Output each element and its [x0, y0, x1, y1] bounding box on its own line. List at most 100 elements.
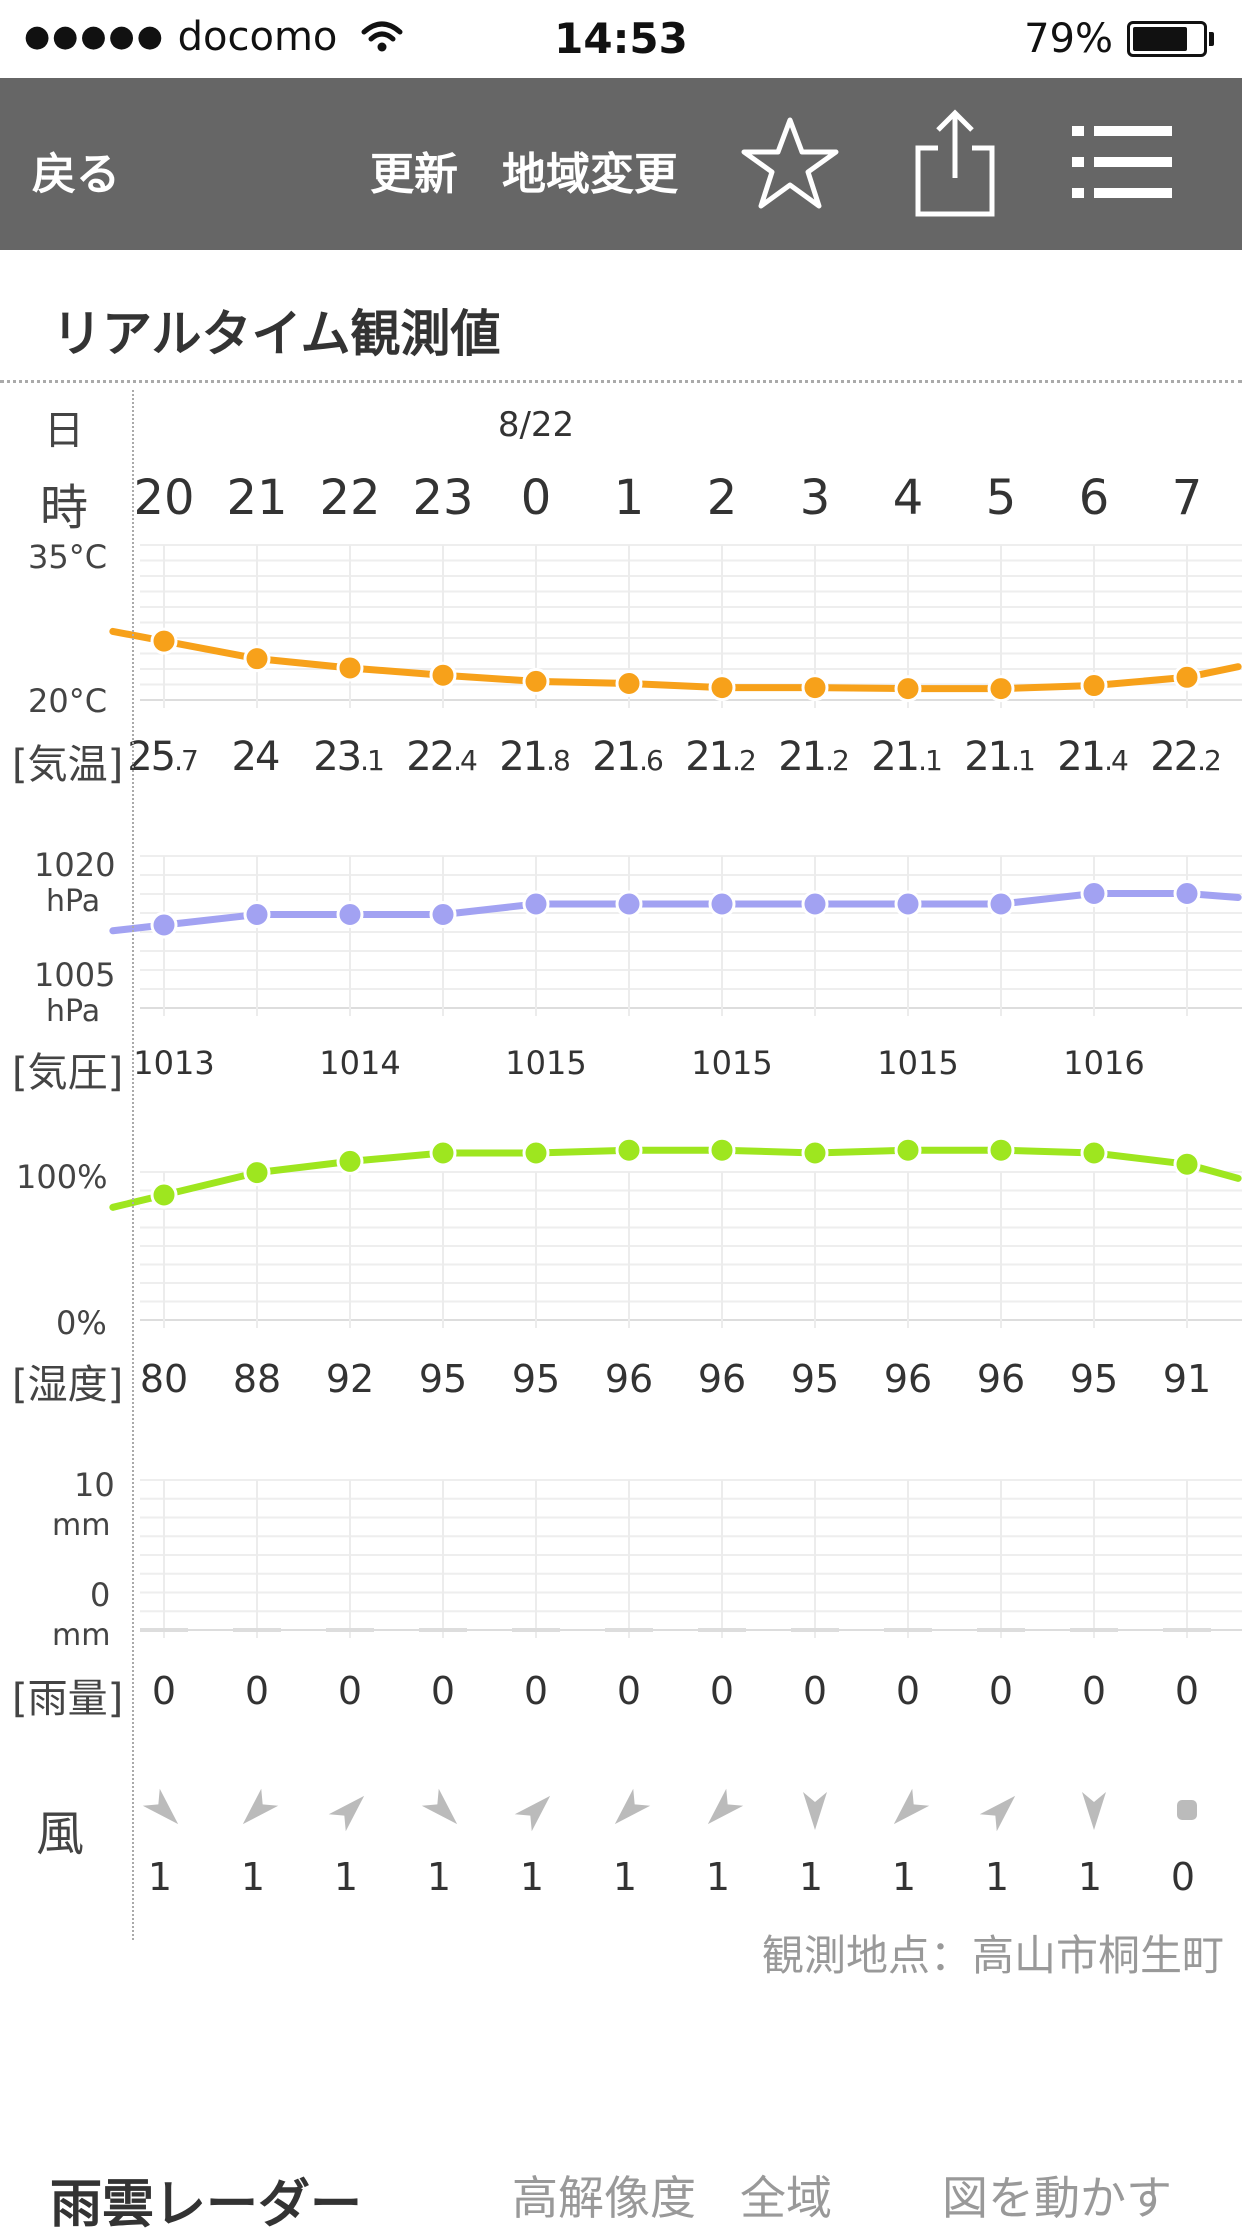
humidity-point	[336, 1147, 364, 1175]
humidity-value: 96	[698, 1357, 746, 1401]
wind-arrow-icon	[707, 1788, 744, 1825]
status-bar: ●●●●● docomo 14:53 79%	[0, 0, 1242, 78]
hour-tick: 3	[800, 470, 831, 526]
radar-link-hires[interactable]: 高解像度	[512, 2171, 696, 2225]
humidity-point	[522, 1139, 550, 1167]
pressure-point	[429, 901, 457, 928]
rain-label: [雨量]	[12, 1676, 124, 1722]
wind-arrow-icon	[328, 1795, 365, 1832]
hour-tick: 4	[893, 470, 924, 526]
temp-point	[336, 654, 364, 682]
wind-speed: 1	[520, 1855, 544, 1899]
pressure-point	[894, 890, 922, 918]
wind-speed: 1	[334, 1855, 358, 1899]
day-label: 日	[44, 408, 84, 454]
wind-arrow-icon	[979, 1795, 1016, 1832]
rain-value: 0	[989, 1669, 1013, 1713]
wind-speed: 1	[892, 1855, 916, 1899]
humidity-value: 95	[419, 1357, 467, 1401]
pressure-point	[150, 911, 178, 939]
temp-value: 21.2	[778, 734, 848, 780]
radar-link-all[interactable]: 全域	[740, 2171, 832, 2225]
temp-point	[894, 675, 922, 703]
humidity-point	[615, 1136, 643, 1164]
humidity-point	[1173, 1150, 1201, 1178]
change-region-button[interactable]: 地域変更	[502, 149, 678, 200]
rain-value: 0	[1082, 1669, 1106, 1713]
pressure-axis-bottom: 1005	[34, 956, 116, 994]
humidity-value: 95	[1070, 1357, 1118, 1401]
temp-point	[522, 667, 550, 695]
date-label: 8/22	[498, 405, 574, 445]
pressure-point	[336, 901, 364, 928]
refresh-button[interactable]: 更新	[370, 149, 458, 200]
nav-bar: 戻る 更新 地域変更	[0, 78, 1242, 250]
humidity-point	[987, 1136, 1015, 1164]
battery-percent: 79%	[1024, 16, 1113, 62]
clock: 14:53	[554, 14, 688, 63]
temp-point	[429, 661, 457, 689]
temp-point	[1173, 663, 1201, 691]
temp-axis-bottom: 20°C	[28, 682, 108, 720]
temp-label: [気温]	[12, 742, 124, 788]
humidity-point	[801, 1139, 829, 1167]
pressure-value: 1015	[691, 1044, 772, 1082]
carrier: ●●●●● docomo	[24, 14, 404, 60]
wind-speed: 1	[985, 1855, 1009, 1899]
wind-speed: 1	[1078, 1855, 1102, 1899]
radar-link-animate[interactable]: 図を動かす	[942, 2171, 1172, 2225]
wind-arrow-icon	[142, 1788, 179, 1825]
temp-point	[615, 669, 643, 697]
rain-value: 0	[524, 1669, 548, 1713]
rain-axis-top: 10	[74, 1466, 115, 1504]
temp-point	[150, 627, 178, 655]
battery-icon	[1127, 21, 1207, 57]
hour-tick: 21	[226, 470, 287, 526]
humidity-value: 88	[233, 1357, 281, 1401]
wind-arrow-icon	[893, 1788, 930, 1825]
rain-value: 0	[431, 1669, 455, 1713]
wind-speed: 1	[706, 1855, 730, 1899]
humidity-point	[894, 1136, 922, 1164]
temp-line	[109, 627, 1242, 693]
carrier-name: docomo	[177, 14, 338, 60]
star-icon[interactable]	[740, 114, 840, 214]
pressure-point	[1173, 880, 1201, 907]
temp-value: 25.7	[127, 734, 197, 780]
hour-tick: 0	[521, 470, 552, 526]
temp-point	[708, 674, 736, 702]
back-button[interactable]: 戻る	[32, 149, 120, 200]
share-icon[interactable]	[912, 108, 998, 218]
calm-icon	[1177, 1800, 1197, 1820]
wind-speed: 0	[1171, 1855, 1195, 1899]
hour-tick: 22	[319, 470, 380, 526]
hour-tick: 5	[986, 470, 1017, 526]
humidity-point	[1080, 1139, 1108, 1167]
humidity-value: 95	[512, 1357, 560, 1401]
rain-value: 0	[245, 1669, 269, 1713]
rain-value: 0	[152, 1669, 176, 1713]
menu-icon[interactable]	[1072, 124, 1172, 200]
hour-label: 時	[40, 480, 89, 536]
temp-value: 21.1	[964, 734, 1034, 780]
rain-value: 0	[710, 1669, 734, 1713]
hour-tick: 23	[412, 470, 473, 526]
humidity-value: 80	[140, 1357, 188, 1401]
wind-arrow-icon	[514, 1795, 551, 1832]
temp-value: 21.4	[1057, 734, 1128, 780]
wind-arrow-icon	[614, 1788, 651, 1825]
pressure-point	[708, 890, 736, 918]
rain-value: 0	[338, 1669, 362, 1713]
temp-value: 21.2	[685, 734, 755, 780]
wind-speed: 1	[241, 1855, 265, 1899]
pressure-point	[522, 890, 550, 918]
temp-value: 22.4	[406, 734, 477, 780]
rain-axis-top-unit: mm	[52, 1508, 111, 1543]
temp-value: 21.8	[499, 734, 569, 780]
pressure-line	[109, 890, 1242, 935]
pressure-point	[801, 890, 829, 918]
humidity-value: 96	[977, 1357, 1025, 1401]
page-title: リアルタイム観測値	[52, 305, 501, 363]
temp-value: 24	[232, 734, 279, 780]
wind-speed: 1	[148, 1855, 172, 1899]
